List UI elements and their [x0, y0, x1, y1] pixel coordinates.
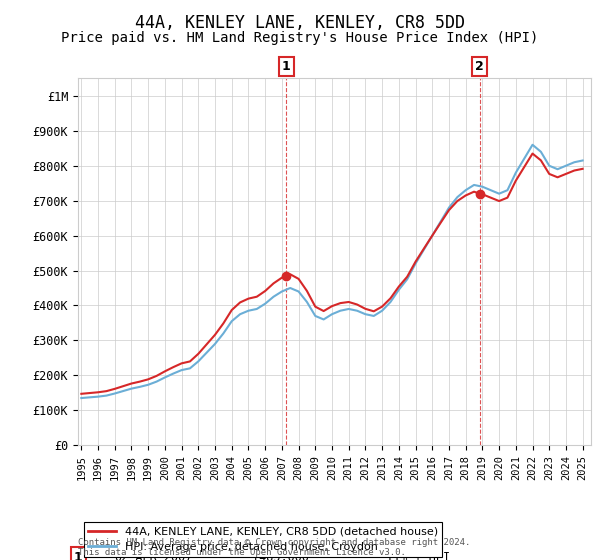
- Text: 02-APR-2007: 02-APR-2007: [114, 550, 192, 560]
- Text: 1: 1: [74, 550, 82, 560]
- Text: 44A, KENLEY LANE, KENLEY, CR8 5DD: 44A, KENLEY LANE, KENLEY, CR8 5DD: [135, 14, 465, 32]
- Text: Price paid vs. HM Land Registry's House Price Index (HPI): Price paid vs. HM Land Registry's House …: [61, 31, 539, 45]
- Legend: 44A, KENLEY LANE, KENLEY, CR8 5DD (detached house), HPI: Average price, detached: 44A, KENLEY LANE, KENLEY, CR8 5DD (detac…: [83, 522, 442, 557]
- Text: 2: 2: [475, 60, 484, 73]
- Text: 1: 1: [281, 60, 290, 73]
- Text: 11% ↑ HPI: 11% ↑ HPI: [386, 550, 450, 560]
- Text: £485,000: £485,000: [253, 550, 310, 560]
- Text: Contains HM Land Registry data © Crown copyright and database right 2024.
This d: Contains HM Land Registry data © Crown c…: [78, 538, 470, 557]
